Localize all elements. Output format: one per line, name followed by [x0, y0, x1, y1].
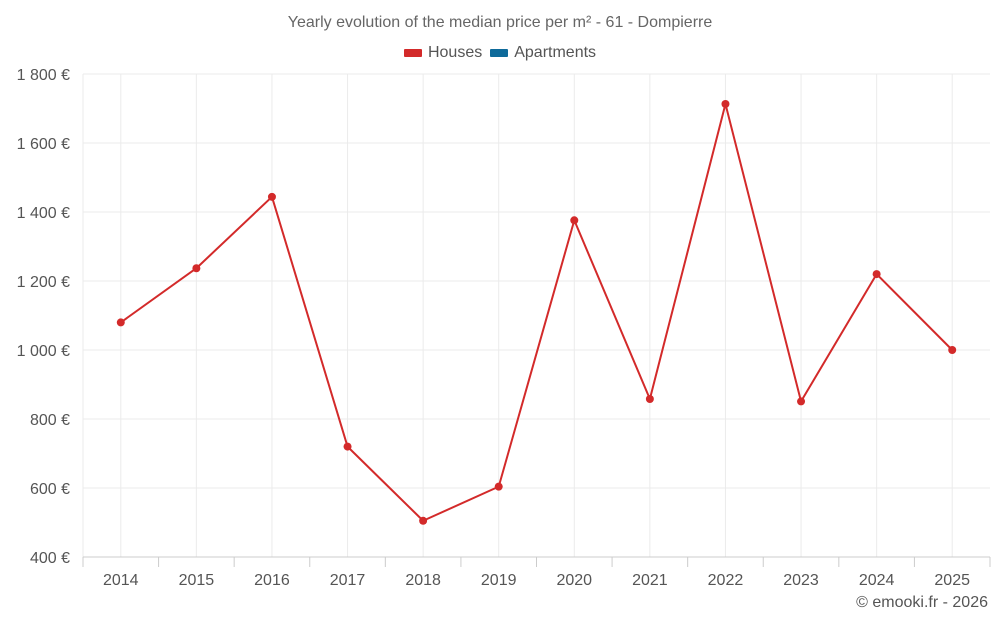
y-tick-label: 1 600 €	[17, 136, 70, 153]
series-layer	[116, 100, 957, 525]
legend-label-apartments: Apartments	[514, 44, 597, 61]
credit-text: © emooki.fr - 2026	[856, 594, 988, 611]
label-layer: 400 € 600 € 800 € 1 000 € 1 200 € 1 400 € 1 60…	[17, 67, 970, 589]
legend-label-houses: Houses	[427, 44, 483, 61]
data-point-houses-2023[interactable]	[797, 397, 806, 406]
x-tick-label: 2024	[859, 572, 895, 589]
data-point-houses-2022[interactable]	[721, 100, 730, 109]
y-tick-label: 400 €	[30, 550, 70, 567]
x-tick-label: 2022	[708, 572, 744, 589]
y-tick-label: 800 €	[30, 412, 70, 429]
series-line-houses	[120, 103, 953, 522]
axis-layer	[82, 556, 991, 567]
x-tick-label: 2025	[934, 572, 970, 589]
x-tick-label: 2014	[103, 572, 139, 589]
x-tick-label: 2021	[632, 572, 668, 589]
x-tick-label: 2015	[179, 572, 215, 589]
data-point-houses-2017[interactable]	[343, 442, 352, 451]
x-tick-label: 2020	[556, 572, 592, 589]
y-tick-label: 600 €	[30, 481, 70, 498]
legend-item-apartments[interactable]: Apartments	[490, 44, 596, 62]
data-point-houses-2020[interactable]	[570, 216, 579, 225]
x-tick-label: 2023	[783, 572, 819, 589]
y-tick-label: 1 400 €	[17, 205, 70, 222]
grid-layer	[82, 73, 990, 557]
data-point-houses-2025[interactable]	[948, 346, 957, 354]
legend-item-houses[interactable]: Houses	[403, 44, 483, 62]
data-point-houses-2015[interactable]	[192, 264, 201, 273]
data-point-houses-2024[interactable]	[872, 270, 881, 279]
x-tick-label: 2018	[405, 572, 441, 589]
data-point-houses-2019[interactable]	[494, 482, 503, 491]
legend-swatch-houses	[403, 49, 422, 57]
x-tick-label: 2017	[330, 572, 366, 589]
chart-title: Yearly evolution of the median price per…	[287, 14, 713, 31]
x-tick-label: 2019	[481, 572, 517, 589]
data-point-houses-2018[interactable]	[419, 516, 428, 525]
y-tick-label: 1 800 €	[17, 67, 70, 84]
legend-swatch-apartments	[490, 49, 509, 57]
y-tick-label: 1 000 €	[17, 343, 70, 360]
x-tick-label: 2016	[254, 572, 290, 589]
data-point-houses-2014[interactable]	[116, 318, 125, 327]
data-point-houses-2021[interactable]	[645, 394, 654, 403]
data-point-houses-2016[interactable]	[267, 192, 276, 201]
legend: Houses Apartments	[0, 44, 1000, 62]
y-tick-label: 1 200 €	[17, 274, 70, 291]
